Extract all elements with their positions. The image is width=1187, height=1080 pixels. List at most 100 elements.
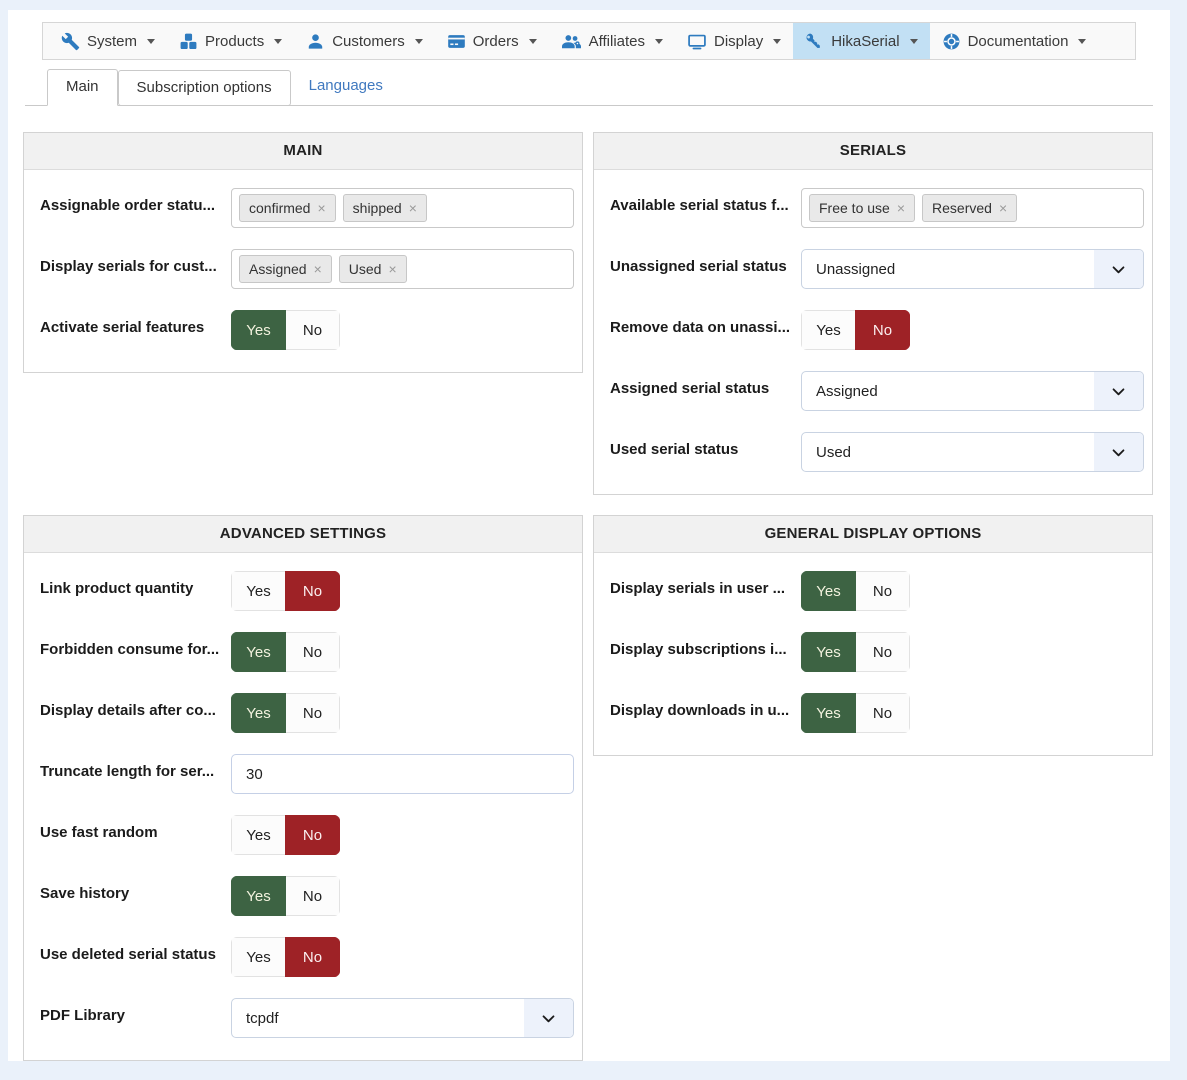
yes-no-toggle: Yes No bbox=[801, 571, 910, 611]
toggle-no-button[interactable]: No bbox=[285, 310, 340, 350]
field-display-serials-in-user: Display serials in user ... Yes No bbox=[610, 571, 1144, 611]
menubar-item-products[interactable]: Products bbox=[167, 23, 294, 59]
tag-chip: shipped × bbox=[342, 194, 427, 222]
toggle-yes-button[interactable]: Yes bbox=[231, 937, 286, 977]
toggle-yes-button[interactable]: Yes bbox=[231, 632, 286, 672]
menubar-item-system[interactable]: System bbox=[49, 23, 167, 59]
toggle-yes-button[interactable]: Yes bbox=[801, 310, 856, 350]
tag-chip-label: Free to use bbox=[819, 200, 890, 216]
field-control: Yes No bbox=[231, 815, 574, 855]
menubar-item-documentation[interactable]: Documentation bbox=[930, 23, 1099, 59]
content-area: System Products Customers Orders Affiliates D… bbox=[8, 10, 1170, 1061]
tag-chip: confirmed × bbox=[239, 194, 336, 222]
text-input[interactable] bbox=[231, 754, 574, 794]
field-control: Yes No bbox=[231, 310, 574, 350]
tag-input[interactable]: Free to use × Reserved × bbox=[801, 188, 1144, 228]
panel-main: MAIN Assignable order statu... confirmed × s… bbox=[23, 132, 583, 373]
yes-no-toggle: Yes No bbox=[231, 876, 340, 916]
tab-languages[interactable]: Languages bbox=[308, 77, 383, 94]
field-label: Unassigned serial status bbox=[610, 258, 787, 275]
remove-tag-icon[interactable]: × bbox=[896, 200, 906, 216]
tag-chip-label: Reserved bbox=[932, 200, 992, 216]
selected-value: tcpdf bbox=[246, 1009, 279, 1027]
field-control: Yes No bbox=[801, 571, 1144, 611]
toggle-yes-button[interactable]: Yes bbox=[231, 876, 286, 916]
field-use-fast-random: Use fast random Yes No bbox=[40, 815, 574, 855]
field-pdf-library: PDF Library tcpdf bbox=[40, 998, 574, 1038]
field-truncate-length-for-ser: Truncate length for ser... bbox=[40, 754, 574, 794]
yes-no-toggle: Yes No bbox=[231, 632, 340, 672]
toggle-yes-button[interactable]: Yes bbox=[231, 693, 286, 733]
toggle-no-button[interactable]: No bbox=[285, 937, 340, 977]
remove-tag-icon[interactable]: × bbox=[388, 261, 397, 277]
field-label: Use fast random bbox=[40, 824, 158, 841]
remove-tag-icon[interactable]: × bbox=[313, 261, 322, 277]
menubar-item-hikaserial[interactable]: HikaSerial bbox=[793, 23, 930, 59]
yes-no-toggle: Yes No bbox=[231, 310, 340, 350]
toggle-yes-button[interactable]: Yes bbox=[231, 310, 286, 350]
yes-no-toggle: Yes No bbox=[801, 310, 910, 350]
remove-tag-icon[interactable]: × bbox=[408, 200, 417, 216]
chevron-down-icon bbox=[524, 999, 573, 1037]
toggle-yes-button[interactable]: Yes bbox=[801, 571, 856, 611]
dropdown-select[interactable]: Unassigned bbox=[801, 249, 1144, 289]
dropdown-select[interactable]: tcpdf bbox=[231, 998, 574, 1038]
field-activate-serial-features: Activate serial features Yes No bbox=[40, 310, 574, 350]
field-label: Activate serial features bbox=[40, 319, 205, 336]
toggle-no-button[interactable]: No bbox=[285, 632, 340, 672]
toggle-no-button[interactable]: No bbox=[855, 310, 910, 350]
toggle-yes-button[interactable]: Yes bbox=[801, 632, 856, 672]
field-label: Link product quantity bbox=[40, 580, 194, 597]
dropdown-select[interactable]: Used bbox=[801, 432, 1144, 472]
field-display-downloads-in-u: Display downloads in u... Yes No bbox=[610, 693, 1144, 733]
field-remove-data-on-unassi: Remove data on unassi... Yes No bbox=[610, 310, 1144, 350]
tab-subscription-options[interactable]: Subscription options bbox=[117, 70, 291, 106]
panel-title: MAIN bbox=[24, 133, 582, 170]
field-control: Yes No bbox=[801, 693, 1144, 733]
caret-down-icon bbox=[147, 38, 156, 44]
selected-value: Used bbox=[816, 443, 852, 461]
toggle-no-button[interactable]: No bbox=[285, 571, 340, 611]
menubar-item-display[interactable]: Display bbox=[675, 23, 793, 59]
toggle-yes-button[interactable]: Yes bbox=[231, 571, 286, 611]
panel-body: Available serial status f... Free to use ×… bbox=[594, 170, 1152, 494]
field-label: Display serials for cust... bbox=[40, 258, 217, 275]
panel-body: Display serials in user ... Yes No Display … bbox=[594, 553, 1152, 755]
field-label: Forbidden consume for... bbox=[40, 641, 220, 658]
toggle-no-button[interactable]: No bbox=[855, 632, 910, 672]
field-use-deleted-serial-status: Use deleted serial status Yes No bbox=[40, 937, 574, 977]
caret-down-icon bbox=[773, 38, 782, 44]
panel-title: GENERAL DISPLAY OPTIONS bbox=[594, 516, 1152, 553]
admin-menubar: System Products Customers Orders Affiliates D… bbox=[42, 22, 1136, 60]
field-label: Remove data on unassi... bbox=[610, 319, 791, 336]
field-unassigned-serial-status: Unassigned serial status Unassigned bbox=[610, 249, 1144, 289]
toggle-yes-button[interactable]: Yes bbox=[231, 815, 286, 855]
toggle-no-button[interactable]: No bbox=[285, 876, 340, 916]
field-control: Assigned × Used × bbox=[231, 249, 574, 289]
toggle-no-button[interactable]: No bbox=[855, 571, 910, 611]
settings-panels: MAIN Assignable order statu... confirmed × s… bbox=[23, 132, 1153, 1061]
caret-down-icon bbox=[1078, 38, 1087, 44]
remove-tag-icon[interactable]: × bbox=[317, 200, 326, 216]
panel-body: Link product quantity Yes No Forbidden cons… bbox=[24, 553, 582, 1060]
field-label: Display serials in user ... bbox=[610, 580, 786, 597]
tag-input[interactable]: confirmed × shipped × bbox=[231, 188, 574, 228]
tag-input[interactable]: Assigned × Used × bbox=[231, 249, 574, 289]
tab-main[interactable]: Main bbox=[47, 69, 118, 106]
toggle-no-button[interactable]: No bbox=[285, 693, 340, 733]
remove-tag-icon[interactable]: × bbox=[998, 200, 1008, 216]
dropdown-select[interactable]: Assigned bbox=[801, 371, 1144, 411]
toggle-no-button[interactable]: No bbox=[855, 693, 910, 733]
field-control: Yes No bbox=[231, 937, 574, 977]
tag-chip-label: Used bbox=[348, 261, 382, 277]
field-label: Truncate length for ser... bbox=[40, 763, 215, 780]
menubar-item-customers[interactable]: Customers bbox=[294, 23, 435, 59]
display-icon bbox=[687, 32, 707, 51]
menubar-item-label: Display bbox=[714, 32, 764, 50]
panel-body: Assignable order statu... confirmed × shipp… bbox=[24, 170, 582, 372]
toggle-yes-button[interactable]: Yes bbox=[801, 693, 856, 733]
menubar-item-affiliates[interactable]: Affiliates bbox=[549, 23, 675, 59]
toggle-no-button[interactable]: No bbox=[285, 815, 340, 855]
menubar-item-label: System bbox=[87, 32, 138, 50]
menubar-item-orders[interactable]: Orders bbox=[435, 23, 549, 59]
